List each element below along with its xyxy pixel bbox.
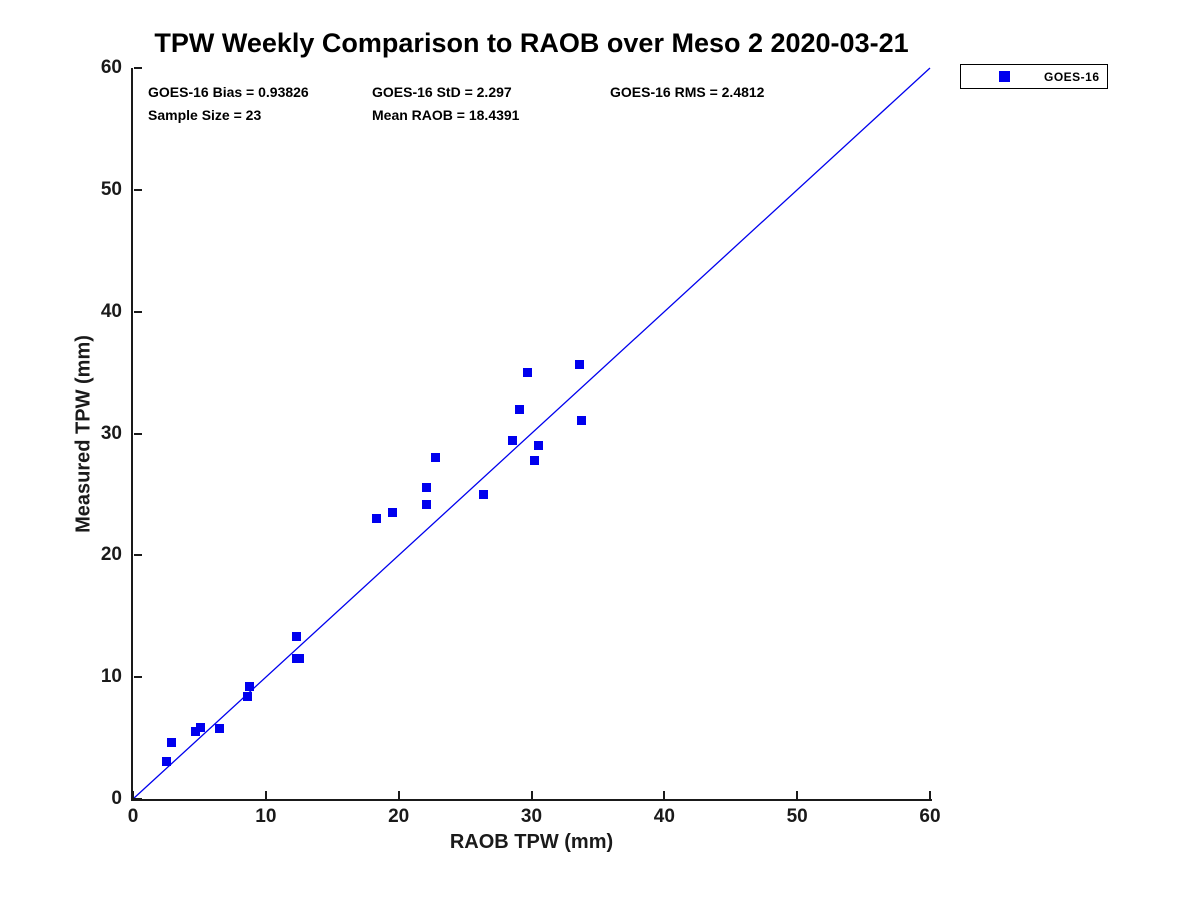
x-tick-label: 40 — [653, 806, 675, 827]
data-point-marker — [529, 455, 539, 465]
y-tick-mark — [134, 676, 142, 679]
y-axis-line — [131, 68, 133, 801]
data-point-marker — [214, 723, 224, 733]
x-tick-mark — [264, 791, 267, 799]
y-tick-label: 30 — [100, 422, 122, 444]
data-point-marker — [371, 514, 381, 524]
data-point-marker — [574, 359, 584, 369]
x-tick-mark — [796, 791, 799, 799]
stat-bias: GOES-16 Bias = 0.93826 — [148, 84, 309, 100]
x-tick-mark — [530, 791, 533, 799]
data-point-marker — [294, 654, 304, 664]
legend: GOES-16 — [960, 64, 1108, 89]
x-tick-mark — [663, 791, 666, 799]
data-point-marker — [515, 404, 525, 414]
x-tick-label: 50 — [786, 806, 808, 827]
identity-line — [132, 67, 931, 800]
data-point-marker — [190, 727, 200, 737]
data-point-marker — [245, 682, 255, 692]
x-tick-label: 0 — [127, 806, 139, 827]
y-tick-label: 20 — [100, 544, 122, 566]
stat-std: GOES-16 StD = 2.297 — [372, 84, 512, 100]
data-point-marker — [577, 415, 587, 425]
data-point-marker — [422, 499, 432, 509]
data-point-marker — [523, 368, 532, 378]
x-tick-label: 10 — [255, 806, 277, 827]
y-tick-mark — [134, 310, 142, 313]
y-tick-label: 60 — [100, 57, 122, 78]
x-axis-label: RAOB TPW (mm) — [449, 831, 614, 853]
data-point-marker — [161, 756, 171, 766]
x-tick-label: 20 — [388, 806, 410, 827]
data-point-marker — [291, 632, 301, 642]
stat-mean-raob: Mean RAOB = 18.4391 — [372, 107, 520, 123]
y-tick-mark — [134, 188, 142, 191]
y-tick-mark — [134, 798, 142, 800]
x-tick-label: 30 — [520, 806, 543, 827]
y-tick-label: 50 — [100, 178, 122, 200]
y-tick-mark — [134, 554, 142, 557]
data-point-marker — [431, 453, 441, 463]
legend-label: GOES-16 — [1044, 69, 1100, 84]
x-tick-mark — [132, 791, 134, 799]
x-tick-label: 60 — [919, 806, 941, 827]
x-tick-mark — [929, 791, 931, 799]
x-tick-mark — [397, 791, 400, 799]
data-point-marker — [167, 738, 177, 748]
y-tick-label: 10 — [100, 666, 122, 688]
data-point-marker — [479, 489, 489, 499]
data-point-marker — [196, 722, 206, 732]
data-point-marker — [387, 508, 397, 518]
chart-title: TPW Weekly Comparison to RAOB over Meso … — [154, 28, 909, 58]
data-point-marker — [242, 692, 252, 702]
y-tick-mark — [134, 432, 142, 435]
data-point-marker — [533, 441, 543, 451]
legend-marker-swatch — [999, 71, 1010, 82]
y-tick-mark — [134, 67, 142, 69]
y-tick-label: 40 — [100, 300, 122, 322]
stat-sample-size: Sample Size = 23 — [148, 107, 262, 123]
data-point-marker — [508, 436, 518, 446]
data-point-marker — [422, 482, 432, 492]
stat-rms: GOES-16 RMS = 2.4812 — [610, 84, 765, 100]
y-tick-label: 0 — [111, 788, 122, 809]
x-axis-line — [131, 799, 932, 801]
